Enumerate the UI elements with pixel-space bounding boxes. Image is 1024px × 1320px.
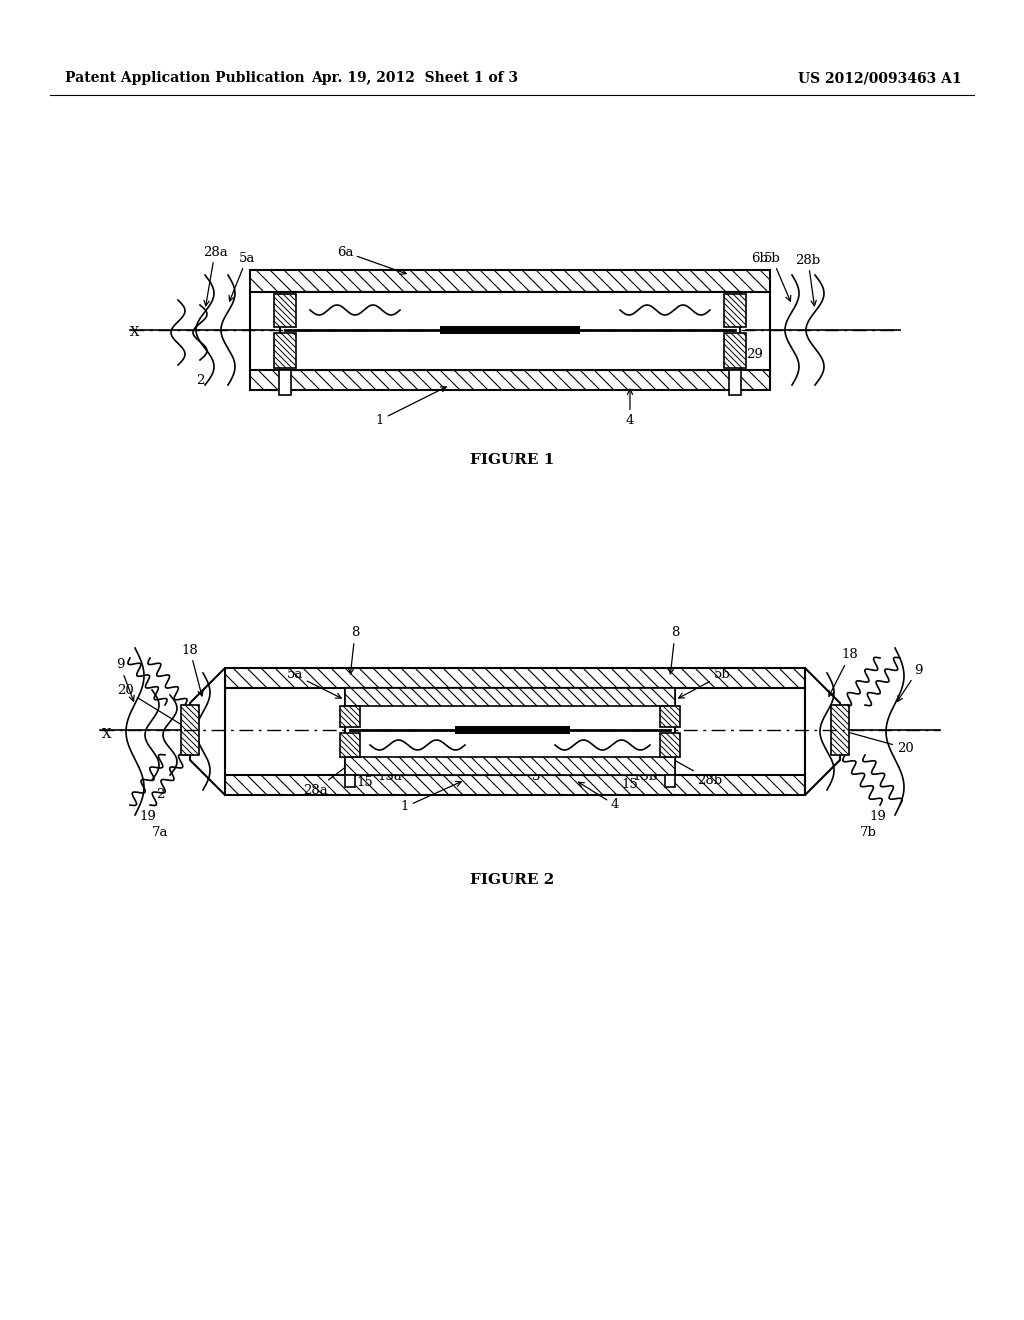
Text: 28a: 28a <box>203 246 227 306</box>
Text: 28b: 28b <box>796 253 820 306</box>
Text: 13a: 13a <box>378 748 403 784</box>
Text: 19: 19 <box>139 810 157 824</box>
Bar <box>250 271 770 292</box>
Text: Apr. 19, 2012  Sheet 1 of 3: Apr. 19, 2012 Sheet 1 of 3 <box>311 71 518 84</box>
Bar <box>345 688 675 706</box>
Text: 15: 15 <box>622 751 663 792</box>
Text: 6b: 6b <box>551 705 568 718</box>
Text: X: X <box>102 727 112 741</box>
Bar <box>225 775 805 795</box>
Text: 30: 30 <box>609 323 721 350</box>
Bar <box>340 733 360 756</box>
Text: 1: 1 <box>376 387 446 426</box>
Text: 13a: 13a <box>328 293 352 309</box>
Bar <box>455 726 570 734</box>
Bar <box>660 733 680 756</box>
Bar <box>345 756 675 775</box>
Text: 28b: 28b <box>669 758 723 787</box>
Text: Patent Application Publication: Patent Application Publication <box>65 71 304 84</box>
Bar <box>660 706 680 727</box>
Text: 2: 2 <box>156 788 164 801</box>
Text: 5b: 5b <box>764 252 791 301</box>
Text: 3: 3 <box>515 750 541 784</box>
Bar <box>225 668 805 688</box>
Bar <box>274 333 296 368</box>
Text: 4: 4 <box>579 783 620 812</box>
Text: 18: 18 <box>828 648 858 696</box>
Bar <box>250 370 770 389</box>
Text: 5a: 5a <box>287 668 341 698</box>
Text: 13b: 13b <box>617 748 657 784</box>
Bar <box>274 294 296 327</box>
Text: 9: 9 <box>116 659 134 701</box>
Bar <box>345 688 675 775</box>
Bar <box>440 326 580 334</box>
Bar <box>181 705 199 755</box>
Text: FIGURE 2: FIGURE 2 <box>470 873 554 887</box>
Text: 6a: 6a <box>429 705 445 718</box>
Polygon shape <box>805 668 840 795</box>
Text: 15: 15 <box>351 752 374 788</box>
Text: 15: 15 <box>289 346 329 359</box>
Text: 4: 4 <box>626 389 634 426</box>
Text: 3: 3 <box>451 346 508 359</box>
Text: 7a: 7a <box>152 826 168 840</box>
Bar <box>729 370 741 395</box>
Text: 6a: 6a <box>337 246 407 275</box>
Text: 2: 2 <box>196 374 204 387</box>
Text: 19: 19 <box>869 810 887 824</box>
Bar <box>279 370 291 395</box>
Text: 15: 15 <box>720 342 736 355</box>
Text: FIGURE 1: FIGURE 1 <box>470 453 554 467</box>
Text: 8: 8 <box>669 627 679 673</box>
Text: US 2012/0093463 A1: US 2012/0093463 A1 <box>798 71 962 84</box>
Bar <box>724 333 746 368</box>
Text: 29: 29 <box>746 348 764 362</box>
Polygon shape <box>190 668 225 795</box>
Text: 6b: 6b <box>752 252 768 264</box>
Text: 13b: 13b <box>609 296 676 312</box>
Bar <box>665 775 675 787</box>
Bar <box>280 292 740 370</box>
Text: 5b: 5b <box>679 668 730 698</box>
Text: 9: 9 <box>897 664 923 701</box>
Text: 20: 20 <box>844 730 913 755</box>
Text: 28a: 28a <box>303 763 351 796</box>
Text: X: X <box>130 326 139 339</box>
Text: 18: 18 <box>181 644 203 696</box>
Bar <box>340 706 360 727</box>
Text: 1: 1 <box>400 781 461 813</box>
Text: 20: 20 <box>117 684 186 727</box>
Bar <box>724 294 746 327</box>
Bar <box>831 705 849 755</box>
Text: 8: 8 <box>348 627 359 673</box>
Bar <box>345 775 355 787</box>
Text: 5a: 5a <box>229 252 255 301</box>
Text: 7b: 7b <box>859 826 877 840</box>
